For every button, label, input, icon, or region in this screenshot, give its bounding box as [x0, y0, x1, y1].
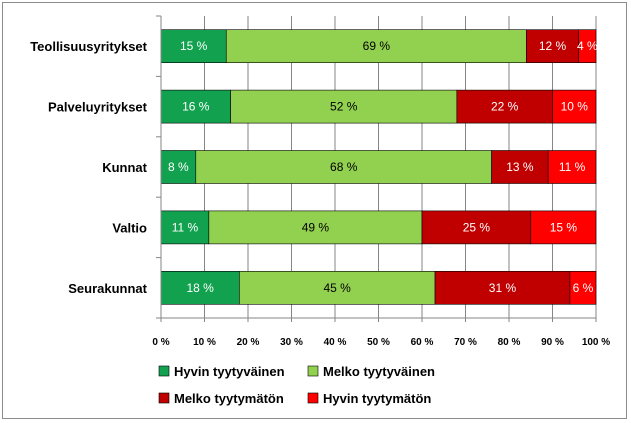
category-label: Seurakunnat: [68, 281, 147, 296]
data-label: 15 %: [180, 39, 208, 53]
x-tick-label: 0 %: [152, 337, 169, 348]
data-label: 69 %: [363, 39, 391, 53]
data-label: 12 %: [539, 39, 567, 53]
bar-segment: [491, 150, 549, 184]
data-label: 6 %: [573, 281, 594, 295]
x-tick-label: 40 %: [324, 337, 347, 348]
bar-segment: [552, 89, 597, 124]
x-tick-label: 50 %: [367, 337, 390, 348]
data-label: 16 %: [182, 100, 210, 114]
data-label: 4 %: [577, 39, 598, 53]
bar-segment: [160, 210, 210, 245]
bar-segment: [239, 270, 436, 305]
category-label: Palveluyritykset: [48, 100, 148, 115]
chart-frame: [2, 2, 627, 419]
x-tick-label: 90 %: [541, 337, 564, 348]
data-label: 52 %: [330, 100, 358, 114]
x-tick-label: 60 %: [411, 337, 434, 348]
data-label: 11 %: [559, 160, 586, 174]
data-label: 49 %: [302, 220, 330, 234]
legend-label: Hyvin tyytymätön: [323, 391, 431, 406]
bar-segment: [208, 210, 423, 245]
x-tick-label: 100 %: [582, 337, 610, 348]
x-tick-label: 30 %: [280, 337, 303, 348]
legend-label: Melko tyytymätön: [174, 391, 284, 406]
x-tick-label: 80 %: [498, 337, 521, 348]
bar-segment: [530, 210, 597, 245]
bar-segment: [160, 29, 227, 64]
bar-segment: [230, 89, 458, 124]
x-tick-label: 20 %: [237, 337, 260, 348]
data-label: 11 %: [172, 220, 199, 234]
data-label: 68 %: [330, 160, 358, 174]
data-label: 15 %: [550, 220, 578, 234]
legend-swatch: [307, 365, 319, 377]
data-label: 13 %: [506, 160, 534, 174]
category-label: Kunnat: [102, 160, 147, 175]
data-label: 22 %: [491, 100, 519, 114]
bar-segment: [578, 29, 597, 64]
data-label: 8 %: [168, 160, 189, 174]
bar-segment: [434, 270, 571, 305]
bar-segment: [526, 29, 579, 64]
bar-segment: [569, 270, 597, 305]
bar-segment: [547, 150, 597, 184]
data-label: 18 %: [186, 281, 214, 295]
bar-segment: [195, 150, 492, 184]
legend-swatch: [158, 365, 170, 377]
bar-segment: [160, 270, 240, 305]
x-tick-label: 10 %: [193, 337, 216, 348]
bar-segment: [421, 210, 532, 245]
data-label: 25 %: [463, 220, 491, 234]
legend-swatch: [307, 392, 319, 404]
bar-segment: [160, 89, 231, 124]
legend-label: Melko tyytyväinen: [323, 364, 435, 379]
data-label: 10 %: [561, 100, 589, 114]
bar-segment: [456, 89, 553, 124]
data-label: 31 %: [489, 281, 517, 295]
data-label: 45 %: [323, 281, 351, 295]
bar-segment: [225, 29, 527, 64]
legend-label: Hyvin tyytyväinen: [174, 364, 285, 379]
category-label: Valtio: [112, 220, 147, 235]
legend-swatch: [158, 392, 170, 404]
x-tick-label: 70 %: [454, 337, 477, 348]
category-label: Teollisuusyritykset: [30, 39, 147, 54]
